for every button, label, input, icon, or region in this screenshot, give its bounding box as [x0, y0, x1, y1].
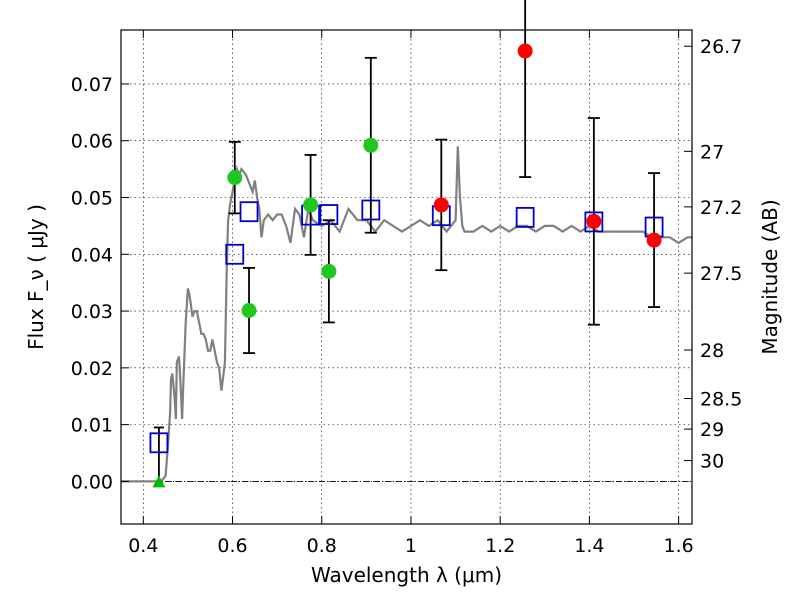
red-data-point — [517, 43, 533, 59]
model-point-marker — [584, 211, 604, 233]
y-tick-label: 0.03 — [71, 301, 113, 323]
x-tick-label: 0.4 — [128, 535, 158, 557]
axis-ticks: 0.4 0.6 0.8 1 1.2 1.4 1.6 0.00 0.01 0.02 0.03 0.04 0… — [71, 30, 742, 557]
green-data-point — [227, 170, 243, 186]
grid — [121, 30, 692, 524]
plot-frame — [120, 29, 693, 525]
green-data-point — [321, 263, 337, 279]
right-tick-label: 30 — [700, 451, 724, 473]
y-tick-label: 0.04 — [71, 244, 113, 266]
red-data-point — [433, 197, 449, 213]
y-tick-label: 0.01 — [71, 415, 113, 437]
right-tick-label: 28 — [700, 340, 724, 362]
right-tick-label: 28.5 — [700, 389, 742, 411]
x-tick-label: 1.4 — [574, 535, 604, 557]
right-tick-label: 29 — [700, 419, 724, 441]
y-tick-label: 0.07 — [71, 74, 113, 96]
right-tick-label: 26.7 — [700, 36, 742, 58]
x-tick-label: 0.8 — [307, 535, 337, 557]
right-tick-label: 27 — [700, 141, 724, 163]
x-tick-label: 1.6 — [664, 535, 694, 557]
y-tick-label: 0.05 — [71, 188, 113, 210]
right-tick-label: 27.5 — [700, 263, 742, 285]
model-point-marker — [149, 432, 169, 454]
green-data-point — [363, 137, 379, 153]
right-tick-label: 27.2 — [700, 197, 742, 219]
model-point-marker — [361, 199, 381, 221]
model-point-marker — [239, 201, 259, 223]
x-tick-label: 1.2 — [485, 535, 515, 557]
x-axis-label: Wavelength λ (μm) — [311, 563, 502, 587]
y-axis-label: Flux F_ν ( μJy ) — [24, 204, 48, 350]
model-point-marker — [319, 204, 339, 225]
triangle-marker — [152, 475, 166, 488]
data-marks — [149, 0, 664, 488]
x-tick-label: 1 — [405, 535, 417, 557]
model-point-marker — [225, 243, 245, 265]
green-data-point — [303, 197, 319, 213]
model-spectrum-line — [121, 146, 692, 483]
model-point-marker — [515, 206, 535, 228]
green-data-point — [241, 303, 257, 319]
x-tick-label: 0.6 — [217, 535, 247, 557]
y-tick-label: 0.02 — [71, 358, 113, 380]
y-tick-label: 0.00 — [71, 471, 113, 493]
red-data-point — [586, 213, 602, 229]
red-data-point — [646, 232, 662, 248]
y-tick-label: 0.06 — [71, 131, 113, 153]
right-axis-label: Magnitude (AB) — [758, 199, 782, 354]
